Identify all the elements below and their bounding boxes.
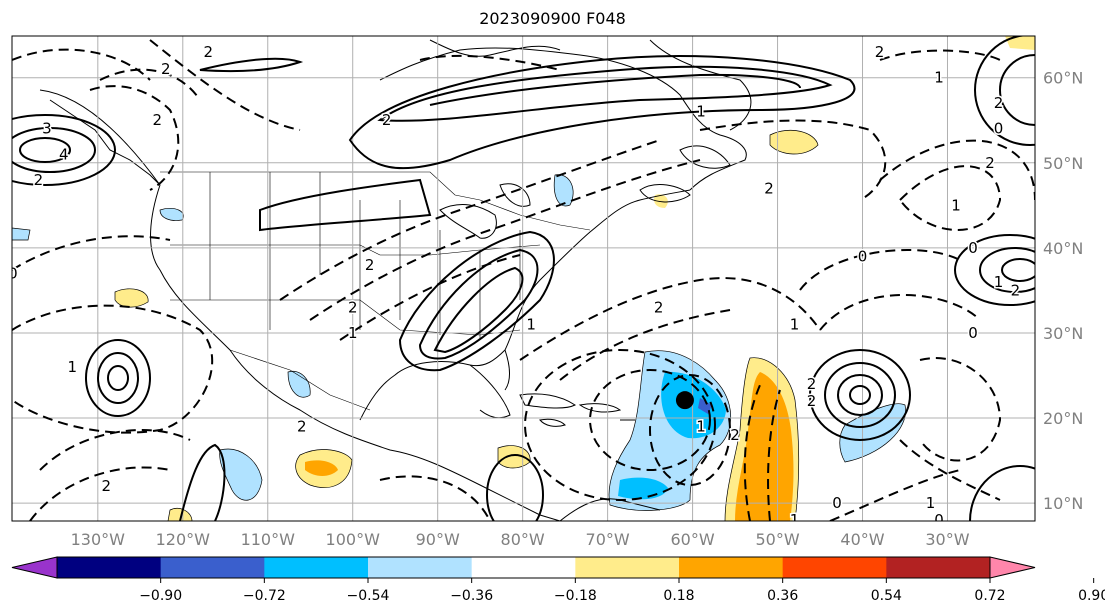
contour-label: 2: [161, 60, 171, 78]
contour-label: 1: [926, 494, 936, 512]
contour-label: 1: [790, 511, 800, 529]
lon-label: 80°W: [501, 530, 545, 549]
contour-label: 2: [994, 94, 1004, 112]
colorbar-segment: [57, 557, 162, 578]
colorbar-outline: [56, 556, 991, 579]
contour-label: 0: [994, 120, 1004, 138]
contour-label: 0: [968, 324, 978, 342]
colorbar-segment: [679, 557, 784, 578]
lon-label: 90°W: [416, 530, 460, 549]
contour-label: 0: [934, 511, 944, 529]
contour-label: 2: [764, 179, 774, 197]
map-title: 2023090900 F048: [479, 9, 626, 28]
contour-label: 1: [934, 69, 944, 87]
lat-label: 20°N: [1043, 409, 1083, 428]
colorbar-tick-label: 0.18: [663, 588, 694, 604]
lat-label: 30°N: [1043, 324, 1083, 343]
colorbar-tick-label: −0.90: [139, 588, 182, 604]
lat-label: 10°N: [1043, 494, 1083, 513]
colorbar-tick-label: −0.18: [554, 588, 597, 604]
storm-center-marker[interactable]: [675, 391, 694, 410]
contour-label: 1: [994, 273, 1004, 291]
contour-label: 2: [297, 418, 307, 436]
colorbar-tick-label: −0.72: [243, 588, 286, 604]
lat-label: 60°N: [1043, 69, 1083, 88]
contour-label: 2: [807, 392, 817, 410]
contour-label: 3: [42, 120, 52, 138]
colorbar-segment: [264, 557, 369, 578]
contour-label: 1: [696, 103, 706, 121]
longitude-labels: 130°W 120°W 110°W 100°W 90°W 80°W 70°W 60°W 50°W…: [71, 530, 970, 549]
colorbar-tick-label: −0.36: [450, 588, 493, 604]
colorbar-tick-label: −0.54: [347, 588, 390, 604]
colorbar-segment: [471, 557, 576, 578]
contour-label: 2: [1011, 281, 1021, 299]
lon-label: 50°W: [755, 530, 799, 549]
contour-label: 2: [153, 111, 163, 129]
contour-label: 0: [968, 239, 978, 257]
colorbar-segment: [575, 557, 680, 578]
shading: [12, 36, 1035, 521]
contour-label: 2: [875, 43, 885, 61]
contour-label: 0: [858, 247, 868, 265]
coastlines: [39, 39, 752, 521]
contour-label: 1: [348, 324, 358, 342]
lon-label: 70°W: [586, 530, 630, 549]
contour-label: 2: [348, 298, 358, 316]
contour-label: 2: [203, 43, 213, 61]
contour-label: 1: [696, 418, 706, 436]
contour-label: 4: [59, 145, 69, 163]
contour-label: 1: [790, 315, 800, 333]
contour-label: 1: [526, 315, 536, 333]
contour-label: 0: [832, 494, 842, 512]
lon-label: 60°W: [670, 530, 714, 549]
colorbar-extend-high: [989, 556, 1036, 579]
lon-label: 30°W: [925, 530, 969, 549]
contour-label: 1: [68, 358, 78, 376]
colorbar-segment: [886, 557, 991, 578]
contours: [12, 36, 1035, 521]
contour-label: 2: [34, 171, 44, 189]
contour-label: 2: [382, 111, 392, 129]
contour-label: 2: [985, 154, 995, 172]
colorbar-segment: [782, 557, 887, 578]
gridlines: [12, 36, 1035, 521]
map-frame: [11, 35, 1036, 522]
contour-label: 2: [365, 256, 375, 274]
contour-label: 0: [8, 264, 18, 282]
latitude-labels: 60°N 50°N 40°N 30°N 20°N 10°N: [1043, 69, 1083, 513]
colorbar-extend-low: [11, 556, 58, 579]
contour-label: 1: [951, 196, 961, 214]
lat-label: 40°N: [1043, 239, 1083, 258]
colorbar-segment: [160, 557, 265, 578]
colorbar: −0.90 −0.72 −0.54 −0.36 −0.18 0.18 0.36 0.54 0.7…: [11, 556, 1105, 604]
lon-label: 130°W: [71, 530, 126, 549]
lon-label: 100°W: [326, 530, 381, 549]
lat-label: 50°N: [1043, 154, 1083, 173]
colorbar-tick-label: 0.54: [871, 588, 902, 604]
colorbar-tick-label: 0.72: [974, 588, 1005, 604]
borders: [160, 171, 591, 411]
colorbar-segment: [368, 557, 473, 578]
lon-label: 120°W: [156, 530, 211, 549]
contour-label: 2: [102, 477, 112, 495]
colorbar-tick-label: 0.36: [767, 588, 798, 604]
dashed-contours: [12, 39, 1035, 521]
lon-label: 40°W: [840, 530, 884, 549]
contour-label: 2: [807, 375, 817, 393]
lon-label: 110°W: [241, 530, 296, 549]
contour-label: 2: [730, 426, 740, 444]
solid-contours: [12, 36, 1035, 521]
colorbar-tick-label: 0.90: [1078, 588, 1105, 604]
contour-label: 2: [654, 298, 664, 316]
